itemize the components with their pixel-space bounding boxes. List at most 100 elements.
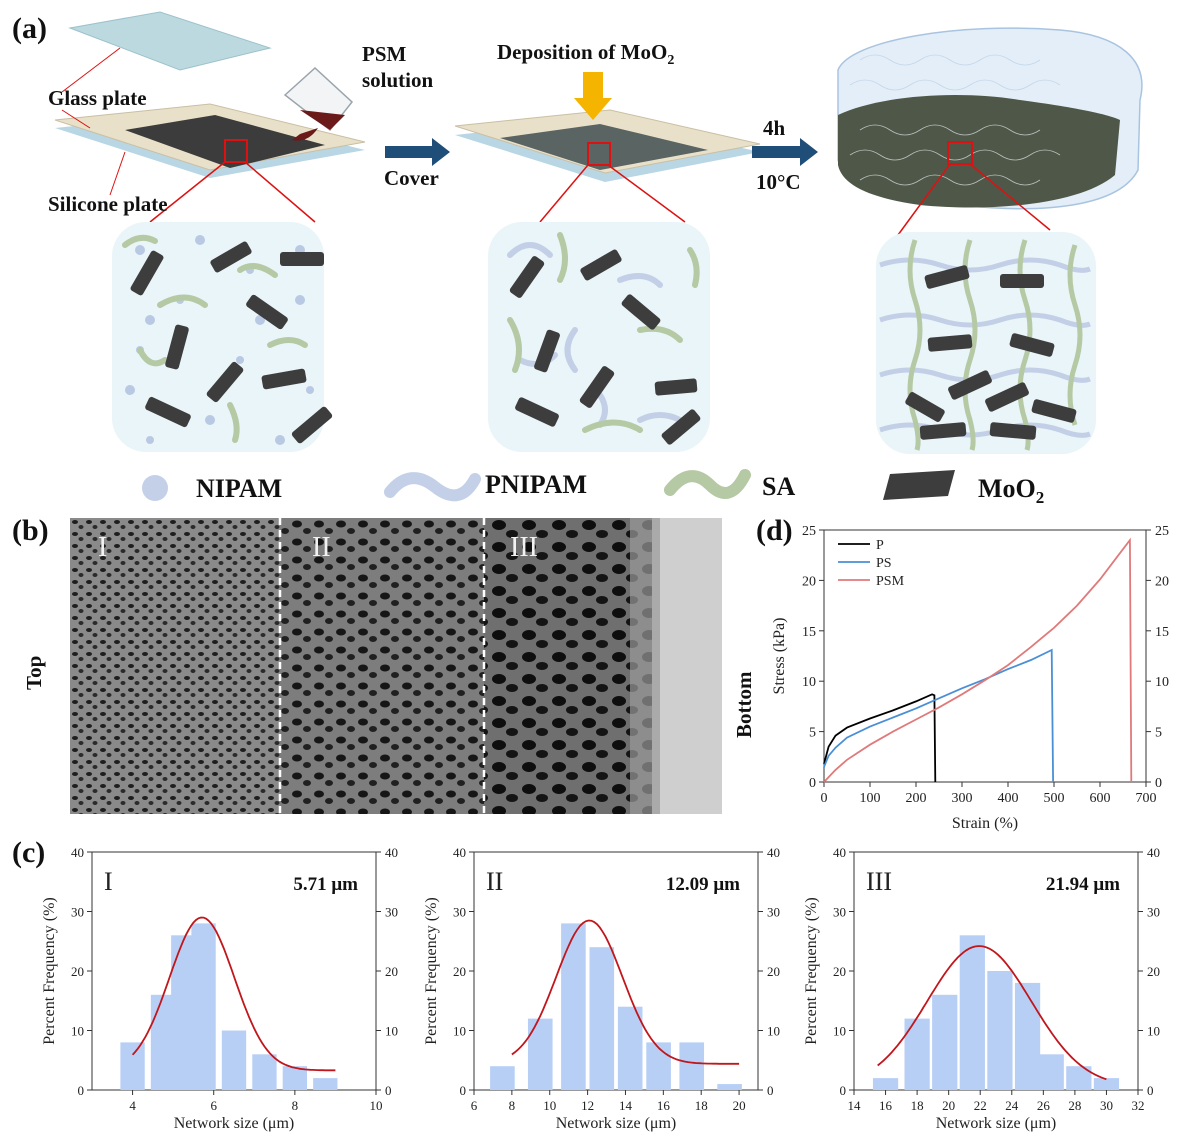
y2-tick-label: 10: [1147, 1024, 1160, 1039]
panel-roman-label: III: [866, 867, 892, 896]
moo2-icon: [883, 470, 955, 500]
legend-moo2: MoO2: [978, 474, 1045, 508]
psm-film-middle: [500, 124, 708, 170]
x-tick-label: 16: [657, 1098, 671, 1113]
histogram-bar: [679, 1042, 705, 1090]
x-axis-label: Strain (%): [952, 815, 1018, 832]
mean-size-annotation: 12.09 μm: [666, 874, 740, 895]
y-tick-label: 20: [71, 964, 84, 979]
x-tick-label: 16: [879, 1098, 893, 1113]
arrow-4h: [752, 138, 818, 166]
temp-label: 10°C: [756, 170, 801, 194]
histogram-bar: [959, 935, 985, 1090]
y-tick-label: 30: [833, 905, 846, 920]
y2-tick-label: 30: [767, 905, 780, 920]
deposition-arrow: [574, 72, 612, 120]
y2-tick-label: 20: [385, 964, 398, 979]
histogram-bar: [1066, 1066, 1092, 1090]
histogram-bar: [717, 1084, 742, 1090]
histogram-bar: [561, 923, 586, 1090]
x-tick-label: 200: [906, 791, 927, 806]
y2-tick-label: 10: [1155, 675, 1169, 690]
x-tick-label: 14: [619, 1098, 633, 1113]
gaussian-fit-curve: [511, 919, 740, 1065]
arrow-cover: [385, 138, 450, 166]
histogram-bar: [646, 1042, 671, 1090]
histogram-bar: [527, 1018, 553, 1090]
y-tick-label: 30: [453, 905, 466, 920]
panel-a-illustration: [54, 11, 1143, 502]
y2-tick-label: 40: [385, 845, 398, 860]
pnipam-icon: [384, 472, 481, 502]
histogram-bar: [282, 1066, 308, 1090]
y-tick-label: 0: [460, 1083, 467, 1098]
glass-plate-shape: [68, 11, 272, 71]
x-tick-label: 6: [210, 1098, 217, 1113]
y-axis-label: Percent Frequency (%): [803, 897, 820, 1045]
silicone-plate-label: Silicone plate: [48, 192, 168, 216]
cover-label: Cover: [384, 166, 439, 190]
y-tick-label: 5: [809, 726, 816, 741]
x-tick-label: 30: [1100, 1098, 1113, 1113]
y-tick-label: 20: [802, 574, 816, 589]
x-tick-label: 32: [1132, 1098, 1145, 1113]
zoom-box-right: [947, 141, 973, 165]
x-tick-label: 10: [370, 1098, 383, 1113]
panel-roman-label: II: [486, 867, 503, 896]
zoom-panel-3: [876, 232, 1096, 454]
histogram-bar: [1093, 1078, 1120, 1090]
y2-tick-label: 40: [767, 845, 780, 860]
x-axis-label: Network size (μm): [936, 1115, 1057, 1132]
histogram-bar: [252, 1054, 277, 1090]
legend-label-p: P: [876, 538, 884, 553]
time-label: 4h: [763, 116, 786, 140]
y-tick-label: 40: [453, 845, 466, 860]
y-tick-label: 40: [833, 845, 846, 860]
region-iii-label: III: [510, 532, 538, 563]
series-line-p: [823, 693, 937, 783]
histogram-ii: 6 8 10 12 14 16 18 20 0 0 10 10 20 20 30 30 40 40 Network …: [423, 845, 780, 1132]
y-tick-label: 0: [809, 776, 816, 791]
y-axis-label: Percent Frequency (%): [41, 897, 58, 1045]
x-tick-label: 6: [471, 1098, 478, 1113]
histogram-bar: [313, 1078, 338, 1090]
x-tick-label: 400: [998, 791, 1019, 806]
y2-tick-label: 0: [1147, 1083, 1154, 1098]
histogram-bar: [120, 1042, 145, 1090]
y2-tick-label: 10: [385, 1024, 398, 1039]
x-tick-label: 700: [1136, 791, 1157, 806]
histogram-bar: [987, 971, 1013, 1090]
x-tick-label: 4: [129, 1098, 136, 1113]
y-tick-label: 15: [802, 625, 816, 640]
histogram-bar: [221, 1030, 247, 1090]
y-tick-label: 25: [802, 524, 816, 539]
y-tick-label: 10: [802, 675, 816, 690]
y2-tick-label: 15: [1155, 625, 1169, 640]
histogram-bar: [490, 1066, 515, 1090]
region-ii-label: II: [312, 532, 331, 563]
y-tick-label: 10: [833, 1024, 846, 1039]
x-tick-label: 20: [733, 1098, 746, 1113]
x-tick-label: 600: [1090, 791, 1111, 806]
y2-tick-label: 0: [767, 1083, 774, 1098]
top-label: Top: [22, 655, 46, 690]
x-tick-label: 22: [974, 1098, 987, 1113]
y-tick-label: 10: [71, 1024, 84, 1039]
panel-label-a: (a): [12, 12, 47, 45]
y-axis-label: Stress (kPa): [771, 618, 788, 695]
x-tick-label: 14: [848, 1098, 862, 1113]
y2-tick-label: 40: [1147, 845, 1160, 860]
mean-size-annotation: 21.94 μm: [1046, 874, 1120, 895]
sa-icon: [664, 469, 751, 499]
bottom-label: Bottom: [732, 671, 756, 739]
panel-label-c: (c): [12, 836, 46, 869]
histogram-bar: [1038, 1054, 1064, 1090]
zoom-box-left: [224, 139, 248, 163]
glass-plate-label: Glass plate: [48, 86, 147, 110]
x-tick-label: 20: [942, 1098, 955, 1113]
mean-size-annotation: 5.71 μm: [293, 874, 358, 895]
panel-label-b: (b): [12, 514, 49, 547]
psm-label-line1: PSM: [362, 42, 407, 66]
